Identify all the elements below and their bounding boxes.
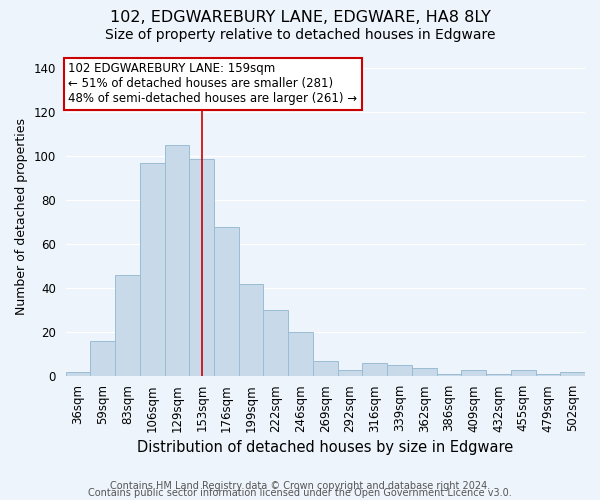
Text: 102, EDGWAREBURY LANE, EDGWARE, HA8 8LY: 102, EDGWAREBURY LANE, EDGWARE, HA8 8LY [110,10,490,25]
Bar [461,370,486,376]
Bar [387,366,412,376]
Bar [313,361,338,376]
Text: 102 EDGWAREBURY LANE: 159sqm
← 51% of detached houses are smaller (281)
48% of s: 102 EDGWAREBURY LANE: 159sqm ← 51% of de… [68,62,358,106]
Bar [190,158,214,376]
Text: Contains public sector information licensed under the Open Government Licence v3: Contains public sector information licen… [88,488,512,498]
Bar [536,374,560,376]
Bar [140,163,164,376]
X-axis label: Distribution of detached houses by size in Edgware: Distribution of detached houses by size … [137,440,514,455]
Bar [263,310,288,376]
Bar [214,227,239,376]
Bar [164,146,190,376]
Bar [560,372,585,376]
Bar [65,372,91,376]
Bar [486,374,511,376]
Bar [437,374,461,376]
Bar [511,370,536,376]
Bar [338,370,362,376]
Y-axis label: Number of detached properties: Number of detached properties [15,118,28,316]
Bar [412,368,437,376]
Bar [91,341,115,376]
Bar [115,275,140,376]
Bar [288,332,313,376]
Bar [362,363,387,376]
Text: Contains HM Land Registry data © Crown copyright and database right 2024.: Contains HM Land Registry data © Crown c… [110,481,490,491]
Text: Size of property relative to detached houses in Edgware: Size of property relative to detached ho… [105,28,495,42]
Bar [239,284,263,376]
